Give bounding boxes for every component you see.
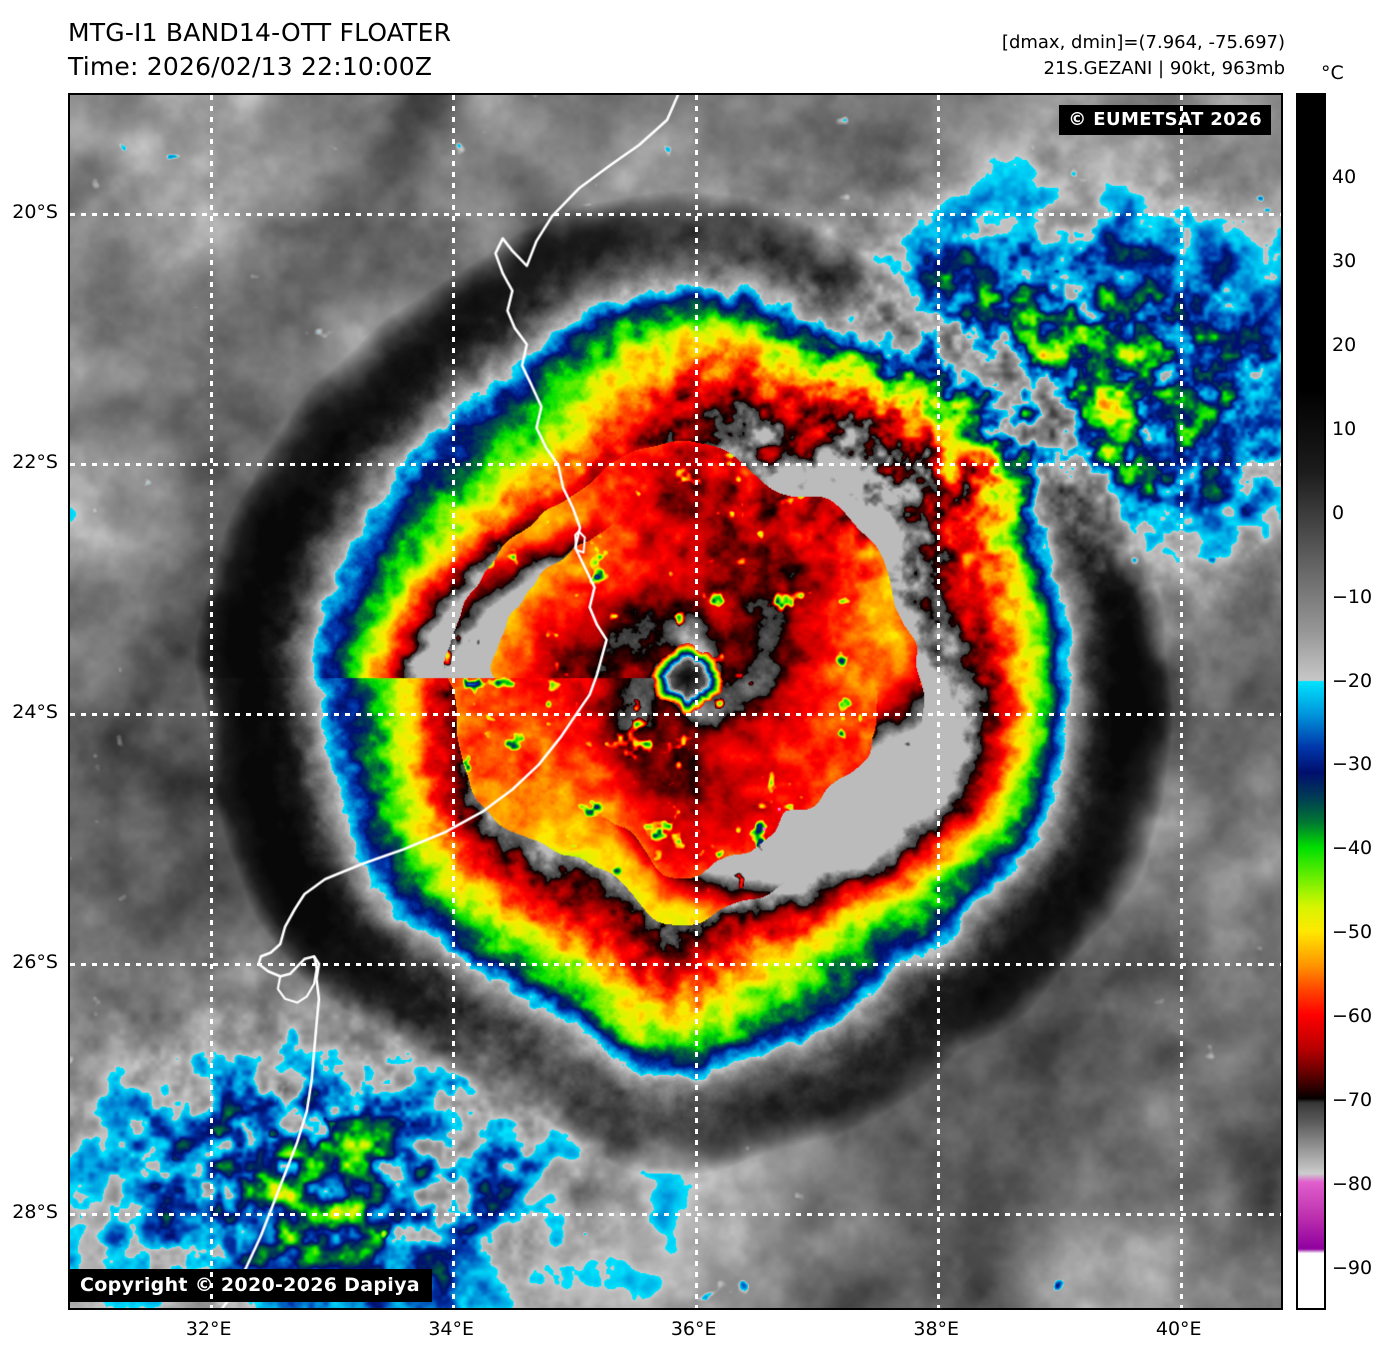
colorbar-tick--30: −30 [1332,753,1373,776]
metadata-block: [dmax, dmin]=(7.964, -75.697) 21S.GEZANI… [1002,30,1285,82]
x-axis-tick-38: 38°E [913,1318,960,1340]
y-axis-tick-26: 26°S [12,951,58,974]
y-axis-tick-20: 20°S [12,200,58,223]
infrared-imagery [70,95,1281,1308]
colorbar-tick-0: 0 [1332,501,1345,524]
dmax-dmin-readout: [dmax, dmin]=(7.964, -75.697) [1001,32,1285,53]
colorbar-tick--50: −50 [1332,921,1373,944]
eumetsat-copyright-badge: © EUMETSAT 2026 [1059,105,1271,135]
observation-time: Time: 2026/02/13 22:10:00Z [68,52,433,81]
colorbar-tick--90: −90 [1332,1257,1373,1280]
page-title: MTG-I1 BAND14-OTT FLOATER Time: 2026/02/… [68,16,451,84]
temperature-colorbar[interactable] [1296,93,1326,1310]
y-axis-tick-22: 22°S [12,450,58,473]
colorbar-tick-40: 40 [1332,165,1357,188]
storm-info-readout: 21S.GEZANI | 90kt, 963mb [1043,58,1285,79]
colorbar-tick--40: −40 [1332,837,1373,860]
colorbar-tick-20: 20 [1332,333,1357,356]
colorbar-tick--20: −20 [1332,669,1373,692]
y-axis-tick-28: 28°S [12,1201,58,1224]
colorbar-tick--80: −80 [1332,1173,1373,1196]
colorbar-tick-10: 10 [1332,417,1357,440]
x-axis-tick-34: 34°E [428,1318,475,1340]
dapiya-copyright-badge: Copyright © 2020-2026 Dapiya [70,1269,432,1302]
colorbar-tick--10: −10 [1332,585,1373,608]
x-axis-tick-32: 32°E [185,1318,232,1340]
colorbar-gradient [1298,95,1324,1308]
x-axis-tick-36: 36°E [670,1318,717,1340]
product-title: MTG-I1 BAND14-OTT FLOATER [68,18,452,47]
satellite-map[interactable]: © EUMETSAT 2026 Copyright © 2020-2026 Da… [68,93,1283,1310]
x-axis-tick-40: 40°E [1155,1318,1202,1340]
colorbar-tick-30: 30 [1332,249,1357,272]
colorbar-tick--60: −60 [1332,1005,1373,1028]
colorbar-tick--70: −70 [1332,1089,1373,1112]
y-axis-tick-24: 24°S [12,701,58,724]
colorbar-unit-label: °C [1321,62,1344,84]
